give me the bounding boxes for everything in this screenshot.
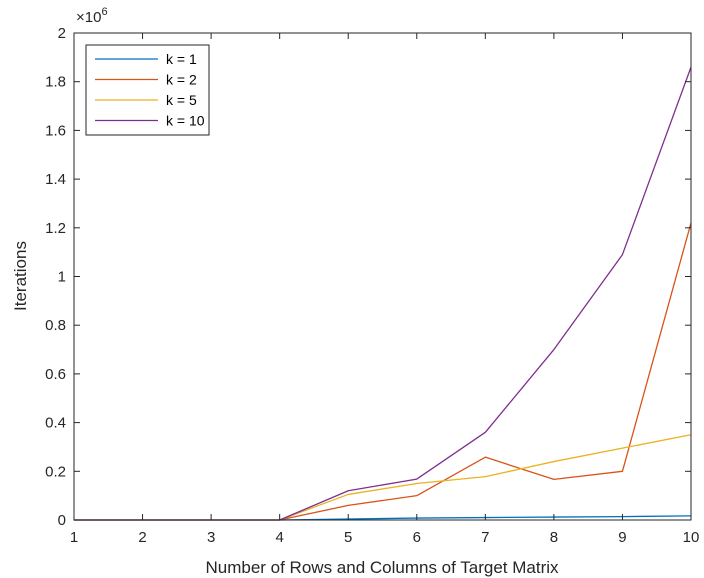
legend: k = 1 k = 2 k = 5 k = 10	[85, 44, 210, 136]
y-tick-label: 1.8	[45, 74, 66, 91]
y-tick-label: 0.4	[45, 415, 66, 432]
y-tick-label: 0.8	[45, 317, 66, 334]
x-tick-label: 6	[413, 529, 421, 546]
x-tick-label: 7	[481, 529, 489, 546]
axes-layer: 1 2 3 4 5 6 7 8 9 10 0 0.2 0.4 0.6 0.8 1 1.2 1.4 1.6 1.8 2	[45, 25, 699, 546]
y-axis-exponent: ×106	[76, 6, 108, 26]
x-tick-label: 5	[344, 529, 352, 546]
y-tick-label: 2	[58, 25, 66, 42]
x-tick-label: 9	[618, 529, 626, 546]
x-tick-label: 8	[550, 529, 558, 546]
legend-label: k = 1	[166, 51, 197, 67]
y-tick-label: 1.2	[45, 220, 66, 237]
x-tick-label: 4	[275, 529, 283, 546]
legend-label: k = 10	[166, 113, 205, 129]
x-tick-label: 10	[683, 529, 700, 546]
x-tick-label: 1	[70, 529, 78, 546]
y-axis-exponent-power: 6	[101, 6, 107, 18]
x-tick-label: 3	[207, 529, 215, 546]
y-axis-title: Iterations	[11, 241, 30, 311]
legend-label: k = 2	[166, 72, 197, 88]
y-tick-label: 0.6	[45, 366, 66, 383]
legend-label: k = 5	[166, 92, 197, 108]
x-axis-title: Number of Rows and Columns of Target Mat…	[205, 558, 559, 577]
y-tick-label: 1	[58, 269, 66, 286]
x-tick-label: 2	[138, 529, 146, 546]
y-tick-label: 0.2	[45, 463, 66, 480]
y-tick-label: 1.6	[45, 122, 66, 139]
y-tick-label: 1.4	[45, 171, 66, 188]
y-tick-label: 0	[58, 512, 66, 529]
y-axis-exponent-base: ×10	[76, 9, 101, 26]
